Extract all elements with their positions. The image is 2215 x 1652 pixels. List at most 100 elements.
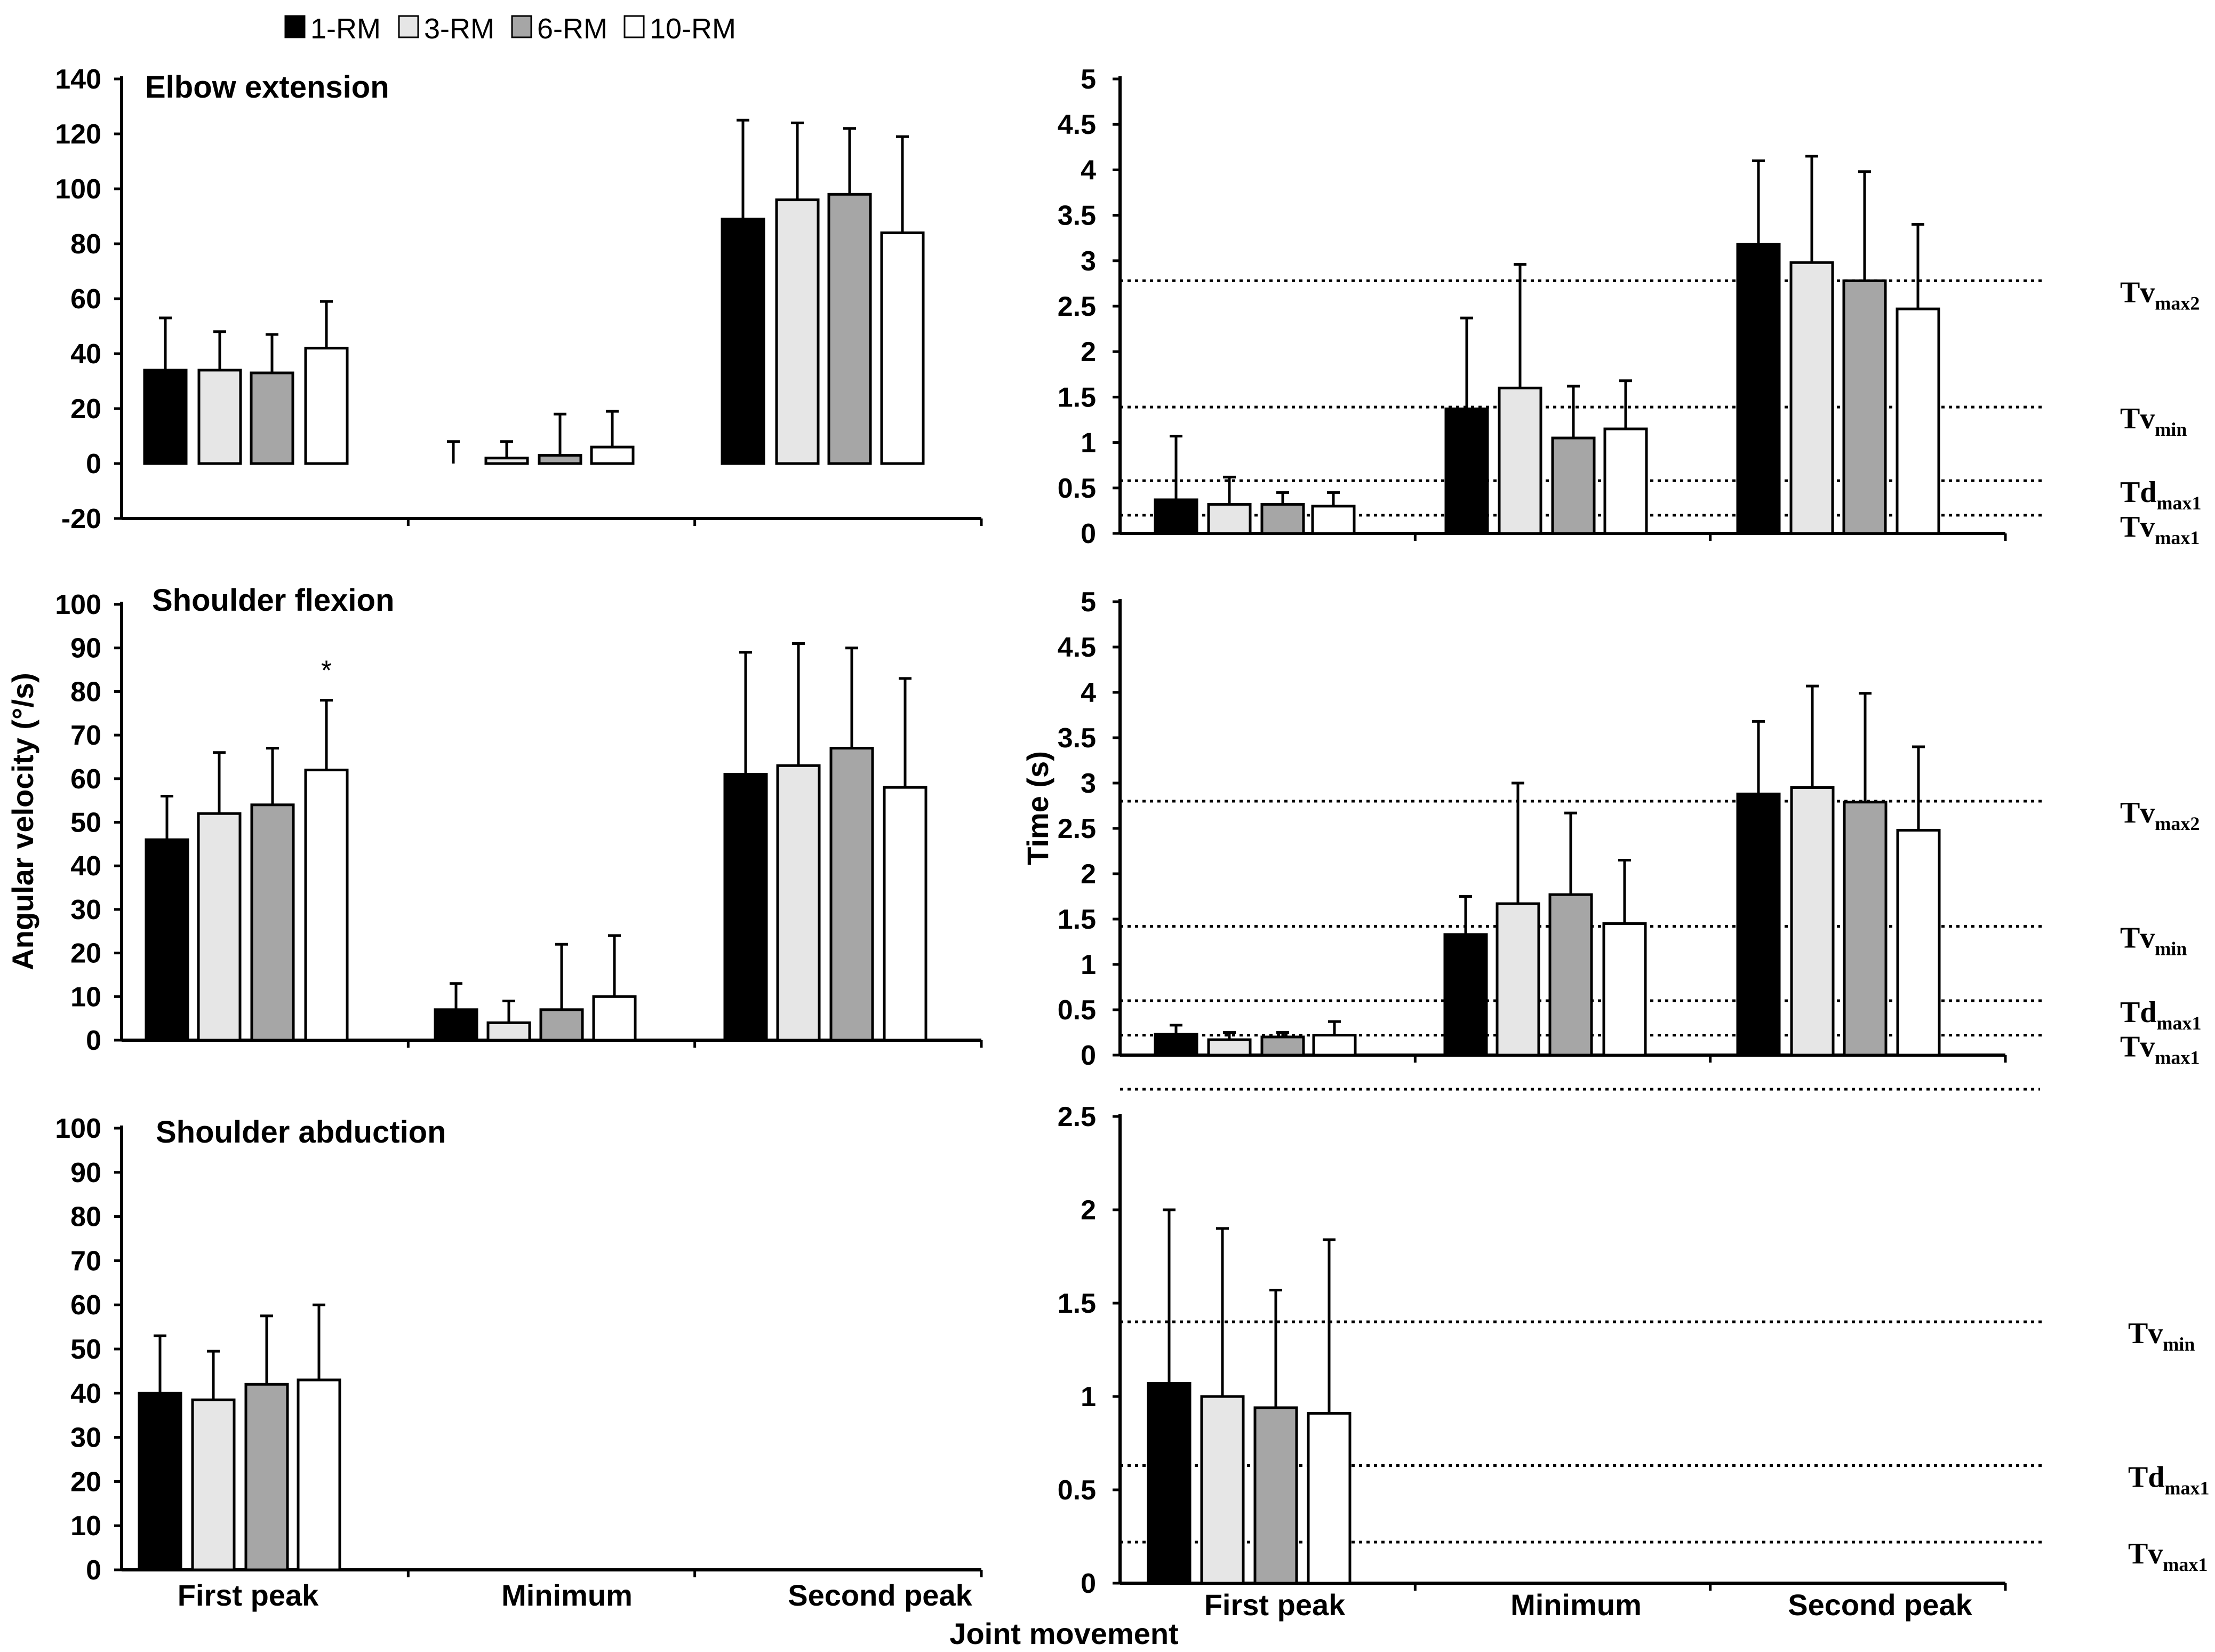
y-tick-label: 0	[86, 449, 101, 480]
y-tick-label: 70	[70, 720, 101, 751]
legend: 1-RM 3-RM 6-RM 10-RM	[284, 13, 736, 45]
elbow-extension-velocity-panel: -20 0 20 40 60 80 100 120 140 Elbow extension	[55, 64, 983, 534]
y-tick-label: 80	[70, 676, 101, 707]
bar	[1896, 307, 1940, 535]
reference-line-label: Tvmin	[2120, 922, 2187, 960]
y-tick-label: 1	[1081, 428, 1096, 459]
y-tick-label: 2	[1081, 1195, 1096, 1226]
y-tick-label: 50	[70, 808, 101, 839]
bar	[484, 457, 529, 465]
bar	[1843, 801, 1888, 1057]
y-tick-label: 140	[55, 64, 101, 95]
bar	[197, 812, 242, 1042]
y-tick-label: 2	[1081, 859, 1096, 890]
y-tick-label: 10	[70, 981, 101, 1012]
bar	[723, 773, 768, 1042]
significance-marker: *	[321, 656, 332, 687]
bar	[191, 1398, 236, 1571]
y-tick-label: 2.5	[1058, 813, 1096, 844]
legend-label-1rm: 1-RM	[310, 13, 381, 45]
bar	[1842, 279, 1887, 535]
y-tick-label: 120	[55, 119, 101, 150]
bar	[1444, 408, 1489, 535]
bar	[143, 369, 188, 465]
bar	[592, 995, 637, 1042]
y-tick-label: 0.5	[1058, 473, 1096, 504]
bar	[304, 347, 349, 465]
shoulder-flexion-time-panel: 0 0.5 1 1.5 2 2.5 3 3.5 4 4.5 5 Tvmax2 Tvmin Tdmax1Tv…	[1058, 587, 2202, 1071]
y-tick-label: 100	[55, 589, 101, 620]
bar	[1311, 505, 1356, 535]
y-tick-label: 100	[55, 1113, 101, 1144]
bar	[304, 768, 349, 1042]
reference-line-label: Tvmax2	[2120, 796, 2200, 834]
bar	[1207, 1038, 1252, 1057]
bar	[776, 764, 821, 1042]
bar	[1154, 498, 1198, 535]
y-tick-label: 2	[1081, 337, 1096, 368]
y-tick-label: 70	[70, 1246, 101, 1276]
bar	[1602, 922, 1647, 1057]
y-tick-label: 1	[1081, 949, 1096, 980]
y-tick-label: 0.5	[1058, 1475, 1096, 1506]
y-tick-label: 0.5	[1058, 995, 1096, 1026]
y-tick-label: 4.5	[1058, 632, 1096, 663]
bar	[486, 1021, 531, 1042]
y-axis-label-time: Time (s)	[1021, 751, 1054, 865]
reference-line-label: Tdmax1	[2120, 996, 2202, 1034]
y-tick-label: 4	[1081, 677, 1096, 708]
y-tick-label: 10	[70, 1511, 101, 1542]
bar	[434, 1008, 478, 1042]
y-tick-label: 80	[70, 229, 101, 260]
y-tick-label: -20	[61, 504, 101, 534]
y-tick-label: 5	[1081, 587, 1096, 618]
bar	[1790, 786, 1835, 1057]
y-tick-label: 1.5	[1058, 904, 1096, 935]
shoulder-abduction-velocity-panel: 0 10 20 30 40 50 60 70 80 90 100 Shoulder abduction…	[55, 1113, 983, 1612]
y-tick-label: 1.5	[1058, 1288, 1096, 1319]
bar	[883, 786, 927, 1042]
y-tick-label: 100	[55, 174, 101, 205]
bar	[827, 193, 872, 465]
y-tick-label: 50	[70, 1334, 101, 1365]
y-tick-label: 1	[1081, 1382, 1096, 1412]
reference-line-label: Tdmax1	[2128, 1461, 2210, 1499]
bar	[297, 1378, 341, 1571]
y-tick-label: 3	[1081, 768, 1096, 799]
y-tick-label: 4.5	[1058, 109, 1096, 140]
y-tick-label: 90	[70, 1158, 101, 1188]
bar	[1548, 893, 1593, 1057]
category-label: First peak	[1204, 1588, 1346, 1622]
bar	[1603, 427, 1648, 535]
y-tick-label: 3.5	[1058, 201, 1096, 232]
legend-swatch-6rm	[511, 15, 532, 38]
y-tick-label: 0	[1081, 1568, 1096, 1599]
elbow-extension-time-panel: 0 0.5 1 1.5 2 2.5 3 3.5 4 4.5 5 Tvmax2 Tvmin Tdmax1Tv…	[1058, 64, 2202, 549]
legend-swatch-10rm	[623, 15, 645, 38]
y-tick-label: 0	[1081, 1040, 1096, 1071]
bar	[1736, 243, 1781, 535]
category-label: Minimum	[501, 1578, 633, 1612]
y-tick-label: 5	[1081, 64, 1096, 95]
bar	[1260, 1035, 1305, 1057]
y-tick-label: 2.5	[1058, 291, 1096, 322]
reference-line-label: Tdmax1	[2120, 476, 2202, 514]
bar	[250, 803, 295, 1042]
bar	[138, 1392, 182, 1571]
bar	[538, 454, 582, 465]
y-tick-label: 60	[70, 764, 101, 795]
bar	[250, 371, 294, 465]
y-tick-label: 60	[70, 1290, 101, 1321]
reference-line-label: Tvmax1	[2120, 1031, 2200, 1068]
bar	[1789, 261, 1834, 535]
bar	[539, 1008, 584, 1042]
bar	[721, 218, 765, 465]
bar	[1307, 1412, 1352, 1585]
reference-line-label: Tvmin	[2128, 1317, 2195, 1355]
reference-line-label: Tvmax1	[2128, 1537, 2208, 1575]
y-tick-label: 40	[70, 1378, 101, 1409]
bar	[1498, 386, 1542, 535]
category-label: Minimum	[1510, 1588, 1642, 1622]
bar	[829, 747, 874, 1042]
